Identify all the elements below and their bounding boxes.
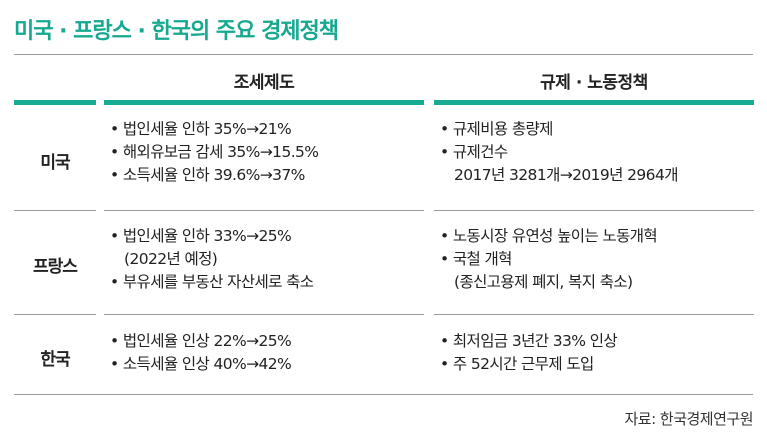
cell-france-regulation: • 노동시장 유연성 높이는 노동개혁 • 국철 개혁 (종신고용제 폐지, 복… — [440, 225, 658, 294]
header-bar-regulation — [434, 100, 754, 105]
list-item: • 부유세를 부동산 자산세로 축소 — [110, 273, 314, 291]
list-item: (2022년 예정) — [124, 250, 218, 268]
header-bar-label — [14, 100, 96, 105]
cell-france-tax: • 법인세율 인하 33%→25% (2022년 예정) • 부유세를 부동산 … — [110, 225, 314, 294]
bottom-divider — [14, 394, 753, 395]
row-label-korea: 한국 — [40, 350, 70, 370]
list-item: • 규제건수 — [440, 143, 508, 161]
cell-usa-regulation: • 규제비용 총량제 • 규제건수 2017년 3281개→2019년 2964… — [440, 118, 678, 187]
row-divider — [14, 314, 96, 315]
list-item: • 법인세율 인하 33%→25% — [110, 227, 292, 245]
list-item: 2017년 3281개→2019년 2964개 — [454, 166, 678, 184]
list-item: • 법인세율 인상 22%→25% — [110, 332, 292, 350]
row-divider — [104, 314, 424, 315]
cell-korea-regulation: • 최저임금 3년간 33% 인상 • 주 52시간 근무제 도입 — [440, 330, 618, 376]
cell-usa-tax: • 법인세율 인하 35%→21% • 해외유보금 감세 35%→15.5% •… — [110, 118, 319, 187]
list-item: • 국철 개혁 — [440, 250, 512, 268]
list-item: • 법인세율 인하 35%→21% — [110, 120, 292, 138]
list-item: • 소득세율 인상 40%→42% — [110, 355, 292, 373]
column-header-regulation: 규제 · 노동정책 — [540, 73, 648, 93]
row-divider — [434, 210, 754, 211]
row-label-usa: 미국 — [40, 153, 70, 173]
list-item: • 규제비용 총량제 — [440, 120, 553, 138]
page-title: 미국 · 프랑스 · 한국의 주요 경제정책 — [14, 19, 339, 44]
list-item: (종신고용제 폐지, 복지 축소) — [454, 273, 633, 291]
row-label-france: 프랑스 — [33, 257, 78, 277]
list-item: • 해외유보금 감세 35%→15.5% — [110, 143, 319, 161]
header-bar-tax — [104, 100, 424, 105]
row-divider — [434, 314, 754, 315]
row-divider — [14, 210, 96, 211]
list-item: • 주 52시간 근무제 도입 — [440, 355, 594, 373]
list-item: • 노동시장 유연성 높이는 노동개혁 — [440, 227, 658, 245]
source-note: 자료: 한국경제연구원 — [624, 410, 753, 428]
column-header-tax: 조세제도 — [233, 73, 295, 93]
list-item: • 최저임금 3년간 33% 인상 — [440, 332, 618, 350]
top-divider — [14, 54, 753, 55]
cell-korea-tax: • 법인세율 인상 22%→25% • 소득세율 인상 40%→42% — [110, 330, 292, 376]
row-divider — [104, 210, 424, 211]
list-item: • 소득세율 인하 39.6%→37% — [110, 166, 305, 184]
